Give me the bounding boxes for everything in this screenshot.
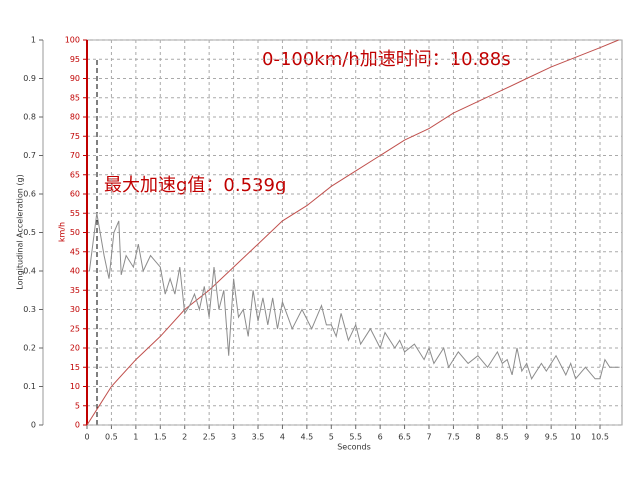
x-tick-label: 0.5 [105,433,118,442]
y-axis-label: Longitudinal Acceleration (g) [16,174,25,289]
y-tick-label: 0.6 [23,190,36,199]
y-tick-label: 0.9 [23,74,36,83]
x-tick-label: 2.5 [203,433,216,442]
y-tick-label: 0.5 [23,228,36,237]
x-tick-label: 10 [570,433,580,442]
y2-tick-label: 65 [70,170,80,179]
data-line [86,39,619,426]
x-tick-label: 4.5 [300,433,313,442]
y2-tick-label: 40 [70,267,80,276]
annotation: 0-100km/h加速时间：10.88s [262,49,511,70]
y2-tick-label: 75 [70,132,80,141]
x-tick-label: 9.5 [545,433,558,442]
y-tick-label: 0.2 [23,344,36,353]
x-tick-label: 1 [133,433,138,442]
y2-tick-label: 30 [70,305,80,314]
annotation: 最大加速g值：0.539g [104,175,286,196]
y2-tick-label: 70 [70,151,80,160]
y2-tick-label: 15 [70,363,80,372]
x-tick-label: 5.5 [349,433,362,442]
y-tick-label: 0.4 [23,267,36,276]
y2-tick-label: 85 [70,93,80,102]
y2-tick-label: 55 [70,209,80,218]
y-tick-label: 0.3 [23,305,36,314]
y2-tick-label: 95 [70,55,80,64]
y2-tick-label: 25 [70,324,80,333]
y-tick-label: 0.1 [23,382,36,391]
x-tick-label: 4 [280,433,285,442]
y-tick-label: 0.8 [23,113,36,122]
x-tick-label: 2 [182,433,187,442]
x-tick-label: 3.5 [252,433,265,442]
y2-tick-label: 45 [70,247,80,256]
y2-axis-label: km/h [58,222,67,242]
x-tick-label: 7.5 [447,433,460,442]
x-tick-label: 1.5 [154,433,167,442]
y2-tick-label: 50 [70,228,80,237]
x-tick-label: 8.5 [496,433,509,442]
x-tick-label: 5 [329,433,334,442]
y2-tick-label: 5 [75,401,80,410]
x-tick-label: 0 [84,433,89,442]
y-tick-label: 1 [31,36,36,45]
x-tick-label: 7 [426,433,431,442]
y2-tick-label: 90 [70,74,80,83]
y-tick-label: 0.7 [23,151,36,160]
y2-tick-label: 35 [70,286,80,295]
data-line [88,213,620,380]
x-tick-label: 9 [524,433,529,442]
y2-tick-label: 0 [75,421,80,430]
x-tick-label: 8 [475,433,480,442]
y2-tick-label: 80 [70,113,80,122]
x-tick-label: 10.5 [591,433,609,442]
y-tick-label: 0 [31,421,36,430]
y2-tick-label: 10 [70,382,80,391]
y2-tick-label: 60 [70,190,80,199]
y2-tick-label: 100 [65,36,80,45]
x-tick-label: 6 [378,433,383,442]
x-axis-label: Seconds [337,443,371,452]
y2-tick-label: 20 [70,344,80,353]
x-tick-label: 3 [231,433,236,442]
x-tick-label: 6.5 [398,433,411,442]
